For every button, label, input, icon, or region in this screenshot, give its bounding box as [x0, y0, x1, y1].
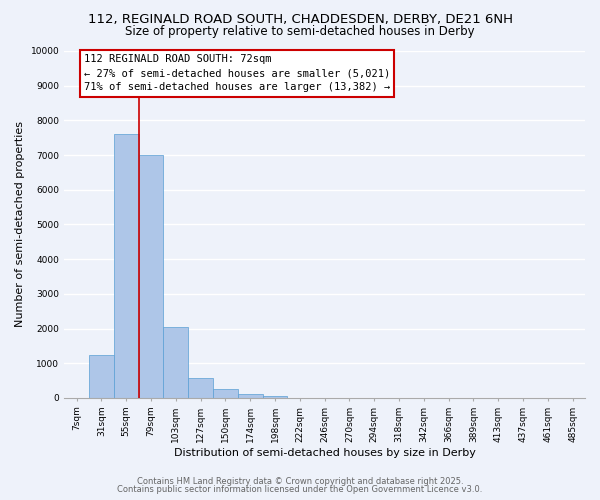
Bar	[163, 327, 188, 398]
Bar	[213, 388, 238, 398]
Bar	[114, 134, 139, 398]
Bar	[89, 354, 114, 398]
Text: Contains HM Land Registry data © Crown copyright and database right 2025.: Contains HM Land Registry data © Crown c…	[137, 477, 463, 486]
X-axis label: Distribution of semi-detached houses by size in Derby: Distribution of semi-detached houses by …	[173, 448, 476, 458]
Text: Contains public sector information licensed under the Open Government Licence v3: Contains public sector information licen…	[118, 485, 482, 494]
Text: 112 REGINALD ROAD SOUTH: 72sqm
← 27% of semi-detached houses are smaller (5,021): 112 REGINALD ROAD SOUTH: 72sqm ← 27% of …	[84, 54, 390, 92]
Bar	[188, 378, 213, 398]
Text: Size of property relative to semi-detached houses in Derby: Size of property relative to semi-detach…	[125, 25, 475, 38]
Bar	[263, 396, 287, 398]
Text: 112, REGINALD ROAD SOUTH, CHADDESDEN, DERBY, DE21 6NH: 112, REGINALD ROAD SOUTH, CHADDESDEN, DE…	[88, 12, 512, 26]
Bar	[238, 394, 263, 398]
Bar	[139, 155, 163, 398]
Y-axis label: Number of semi-detached properties: Number of semi-detached properties	[15, 122, 25, 328]
